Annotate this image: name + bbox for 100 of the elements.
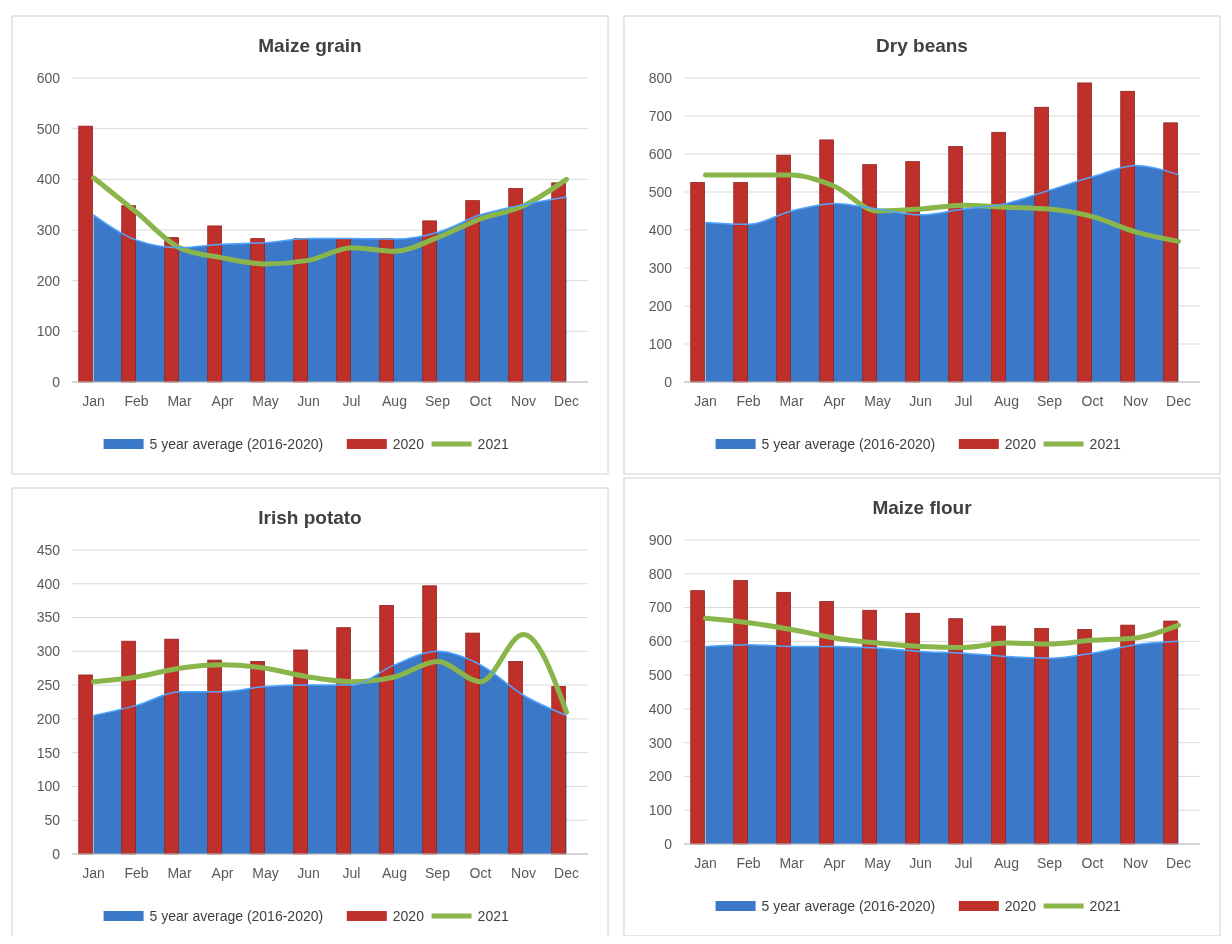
x-tick-label: Dec [1166, 855, 1191, 871]
x-tick-label: Jul [342, 865, 361, 881]
legend-label: 2020 [1004, 897, 1037, 914]
legend-label: 5 year average (2016-2020) [761, 435, 936, 452]
x-tick-label: Jun [297, 393, 320, 409]
bar [819, 601, 834, 845]
legend-label: 2020 [1004, 435, 1037, 452]
x-tick-label: Mar [167, 865, 192, 881]
x-tick-label: Aug [382, 393, 407, 409]
x-tick-label: Feb [124, 393, 149, 409]
bar [776, 591, 791, 845]
y-tick-label: 100 [648, 802, 673, 819]
chart-title: Irish potato [258, 507, 362, 528]
chart-title: Maize flour [872, 497, 973, 518]
bar [422, 585, 437, 855]
bar [991, 625, 1006, 845]
bar [862, 609, 877, 845]
y-tick-label: 400 [648, 700, 673, 717]
x-tick-label: Apr [211, 393, 234, 409]
y-tick-label: 0 [664, 373, 673, 390]
x-tick-label: Mar [779, 393, 804, 409]
y-tick-label: 150 [36, 744, 61, 761]
bar [948, 146, 963, 383]
bar [1077, 82, 1092, 383]
x-tick-label: Dec [1166, 393, 1191, 409]
bar [1034, 106, 1049, 383]
chart-title: Maize grain [258, 35, 362, 56]
x-tick-label: Aug [994, 855, 1019, 871]
bar [293, 238, 308, 383]
y-tick-label: 450 [36, 541, 61, 558]
y-tick-label: 350 [36, 609, 61, 626]
x-tick-label: Jan [694, 855, 717, 871]
y-tick-label: 400 [36, 575, 61, 592]
x-tick-label: Nov [1123, 393, 1148, 409]
x-tick-label: Jul [954, 393, 973, 409]
y-tick-label: 800 [648, 565, 673, 582]
x-tick-label: Oct [1081, 855, 1104, 871]
y-tick-label: 300 [36, 643, 61, 660]
y-tick-label: 0 [52, 373, 61, 390]
y-tick-label: 700 [648, 599, 673, 616]
legend-label: 2020 [392, 907, 425, 924]
x-tick-label: May [864, 855, 891, 871]
bar [336, 238, 351, 383]
x-tick-label: Mar [779, 855, 804, 871]
x-tick-label: May [252, 865, 279, 881]
bar [819, 139, 834, 383]
x-tick-label: Nov [511, 393, 536, 409]
y-tick-label: 50 [44, 812, 61, 829]
y-tick-label: 250 [36, 677, 61, 694]
bar [733, 580, 748, 845]
x-tick-label: Apr [211, 865, 234, 881]
x-tick-label: Aug [382, 865, 407, 881]
x-tick-label: Sep [425, 393, 451, 409]
bar [422, 220, 437, 383]
bar [508, 188, 523, 383]
x-tick-label: Sep [425, 865, 451, 881]
bar [293, 649, 308, 855]
bar [1163, 122, 1178, 383]
bar [733, 182, 748, 383]
y-tick-label: 300 [648, 259, 673, 276]
bar [379, 605, 394, 855]
y-tick-label: 500 [648, 667, 673, 684]
y-tick-label: 400 [36, 171, 61, 188]
bar [207, 659, 222, 855]
bar [379, 238, 394, 383]
y-tick-label: 100 [36, 323, 61, 340]
bar [1120, 90, 1135, 383]
x-tick-label: Apr [823, 855, 846, 871]
bar [776, 154, 791, 383]
bar [465, 632, 480, 855]
x-tick-label: Jan [694, 393, 717, 409]
bar [690, 590, 705, 845]
bar [121, 640, 136, 855]
y-tick-label: 300 [648, 734, 673, 751]
y-tick-label: 600 [648, 145, 673, 162]
x-tick-label: Jul [342, 393, 361, 409]
legend-label: 2021 [1089, 897, 1121, 914]
bar [250, 661, 265, 855]
y-tick-label: 200 [648, 768, 673, 785]
x-tick-label: Feb [736, 393, 761, 409]
x-tick-label: Jun [909, 855, 932, 871]
x-tick-label: Nov [511, 865, 536, 881]
bar [551, 182, 566, 383]
y-tick-label: 600 [648, 633, 673, 650]
bar [78, 125, 93, 383]
y-tick-label: 200 [36, 710, 61, 727]
bar [551, 686, 566, 855]
x-tick-label: Aug [994, 393, 1019, 409]
bar [164, 237, 179, 383]
y-tick-label: 100 [36, 778, 61, 795]
x-tick-label: Dec [554, 393, 579, 409]
x-tick-label: Sep [1037, 855, 1063, 871]
legend-label: 5 year average (2016-2020) [761, 897, 936, 914]
x-tick-label: Mar [167, 393, 192, 409]
x-tick-label: Feb [124, 865, 149, 881]
bar [862, 164, 877, 383]
x-tick-label: May [252, 393, 279, 409]
bar [948, 618, 963, 845]
legend-label: 2021 [477, 907, 509, 924]
bar [465, 200, 480, 383]
